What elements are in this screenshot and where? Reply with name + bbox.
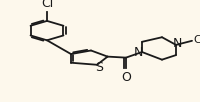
Text: O: O [121, 71, 131, 84]
Text: CH₃: CH₃ [193, 35, 200, 45]
Text: N: N [134, 45, 143, 59]
Text: N: N [172, 37, 182, 50]
Text: S: S [95, 61, 103, 74]
Text: Cl: Cl [41, 0, 53, 10]
